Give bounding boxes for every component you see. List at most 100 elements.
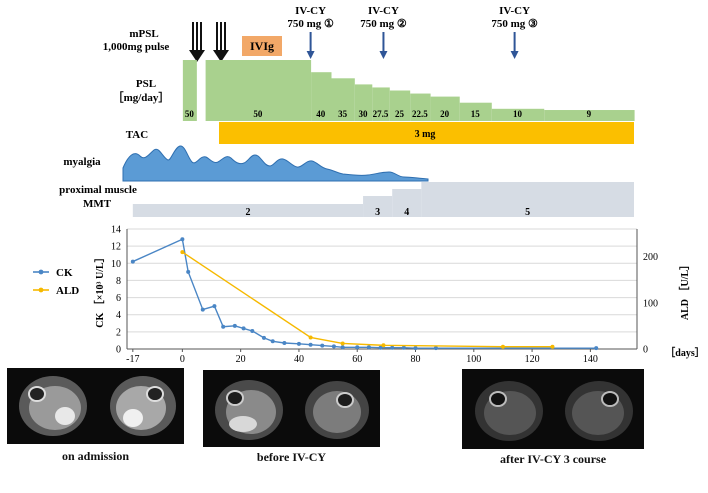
legend-label: ALD xyxy=(56,285,79,297)
mpsl-pulse-arrow-icon xyxy=(213,22,229,62)
mmt-grade-label: 5 xyxy=(525,207,530,218)
mpsl-pulse-arrow-icon xyxy=(189,22,205,62)
psl-label-line1: PSL xyxy=(136,78,156,90)
data-point-ck xyxy=(340,345,345,350)
data-point-ck xyxy=(200,307,205,312)
y-left-tick-label: 14 xyxy=(111,225,121,236)
data-point-ald xyxy=(381,343,386,348)
data-point-ck xyxy=(378,345,383,350)
psl-step-label: 50 xyxy=(185,109,195,119)
x-tick-label: 60 xyxy=(352,354,362,365)
tac-label: TAC xyxy=(126,129,148,141)
y-left-tick-label: 0 xyxy=(116,345,121,356)
psl-step xyxy=(410,93,431,121)
series-line-ald xyxy=(181,251,553,348)
psl-dose-steps: 50 50 40 35 30 27.5 25 22.5 20 15 10 9 xyxy=(182,60,635,121)
mpsl-pulse-arrows xyxy=(189,22,229,62)
x-tick-label: 140 xyxy=(583,354,598,365)
data-point-ck xyxy=(186,269,191,274)
data-point-ald xyxy=(180,250,185,255)
data-point-ck xyxy=(433,346,438,351)
psl-step xyxy=(331,78,355,121)
myalgia-label: myalgia xyxy=(63,156,101,168)
ald-axis-label: ALD ［U/L］ xyxy=(678,260,691,320)
mpsl-label-line1: mPSL xyxy=(129,28,158,40)
psl-step xyxy=(182,60,197,121)
caption-on-admission: on admission xyxy=(61,449,130,463)
mmt-step xyxy=(132,204,364,217)
y-left-tick-label: 6 xyxy=(116,293,121,304)
chart-series xyxy=(130,237,599,351)
mmt-step xyxy=(421,182,634,217)
days-axis-label: ［days］ xyxy=(665,346,704,359)
psl-step-label: 40 xyxy=(316,109,326,119)
psl-step xyxy=(372,87,390,121)
ivig-box xyxy=(242,36,282,56)
data-point-ck xyxy=(390,345,395,350)
data-point-ald xyxy=(500,344,505,349)
psl-step xyxy=(491,108,545,121)
psl-step xyxy=(459,102,492,121)
data-point-ck xyxy=(366,345,371,350)
data-point-ald xyxy=(308,335,313,340)
chart-grid xyxy=(127,228,637,350)
y-right-tick-label: 0 xyxy=(643,345,648,356)
data-point-ck xyxy=(180,237,185,242)
ivcy-arrow-head-icon xyxy=(510,51,519,59)
mmt-grade-label: 4 xyxy=(404,207,409,218)
ivcy-arrow-head-icon xyxy=(306,51,315,59)
mri-image-after xyxy=(475,381,633,441)
psl-step-label: 30 xyxy=(359,109,369,119)
data-point-ck xyxy=(320,343,325,348)
y-right-tick-label: 100 xyxy=(643,298,658,309)
data-point-ck xyxy=(221,324,226,329)
mpsl-label-line2: 1,000mg pulse xyxy=(103,41,170,53)
ck-axis-label: CK ［×10³ U/L］ xyxy=(93,252,106,327)
mmt-label-line1: proximal muscle xyxy=(59,184,137,196)
data-point-ck xyxy=(594,346,599,351)
data-point-ck xyxy=(241,326,246,331)
data-point-ald xyxy=(550,344,555,349)
mmt-steps: 2 3 4 5 xyxy=(132,182,634,218)
psl-step-label: 9 xyxy=(587,109,592,119)
data-point-ck xyxy=(331,344,336,349)
psl-step-label: 27.5 xyxy=(373,109,389,119)
y-left-tick-label: 10 xyxy=(111,259,121,270)
myalgia-area xyxy=(122,145,429,182)
mri-before-ivcy xyxy=(203,370,380,447)
ivcy-label-line1: IV-CY xyxy=(499,5,530,17)
mri-on-admission xyxy=(7,368,184,444)
x-tick-label: -17 xyxy=(126,354,139,365)
mmt-label-line2: MMT xyxy=(83,198,112,210)
data-point-ck xyxy=(250,329,255,333)
ivcy-arrow-head-icon xyxy=(379,51,388,59)
y-left-tick-label: 4 xyxy=(116,310,121,321)
chart-legend: CK ALD xyxy=(33,267,79,297)
mri-image-before xyxy=(215,380,369,440)
caption-after-ivcy: after IV-CY 3 course xyxy=(499,452,607,466)
tac-dose: 3 mg xyxy=(415,129,436,140)
psl-step-label: 10 xyxy=(513,109,523,119)
data-point-ck xyxy=(130,259,135,264)
legend-swatch-marker xyxy=(38,269,44,275)
psl-step-label: 25 xyxy=(395,109,405,119)
psl-step-label: 22.5 xyxy=(412,109,428,119)
data-point-ck xyxy=(296,341,301,346)
legend-swatch-marker xyxy=(38,287,44,293)
y-left-tick-label: 8 xyxy=(116,276,121,287)
x-tick-label: 120 xyxy=(525,354,540,365)
data-point-ck xyxy=(308,342,313,347)
data-point-ck xyxy=(261,335,266,340)
psl-step xyxy=(389,90,411,121)
x-tick-label: 20 xyxy=(236,354,246,365)
data-point-ck xyxy=(270,339,275,344)
mri-image-admission xyxy=(19,376,176,436)
ivcy-label-line2: 750 mg ① xyxy=(287,18,334,30)
ivcy-label-line1: IV-CY xyxy=(295,5,326,17)
data-point-ck xyxy=(282,341,287,345)
mmt-step xyxy=(392,189,422,217)
ivcy-label-line1: IV-CY xyxy=(368,5,399,17)
legend-label: CK xyxy=(56,267,73,279)
